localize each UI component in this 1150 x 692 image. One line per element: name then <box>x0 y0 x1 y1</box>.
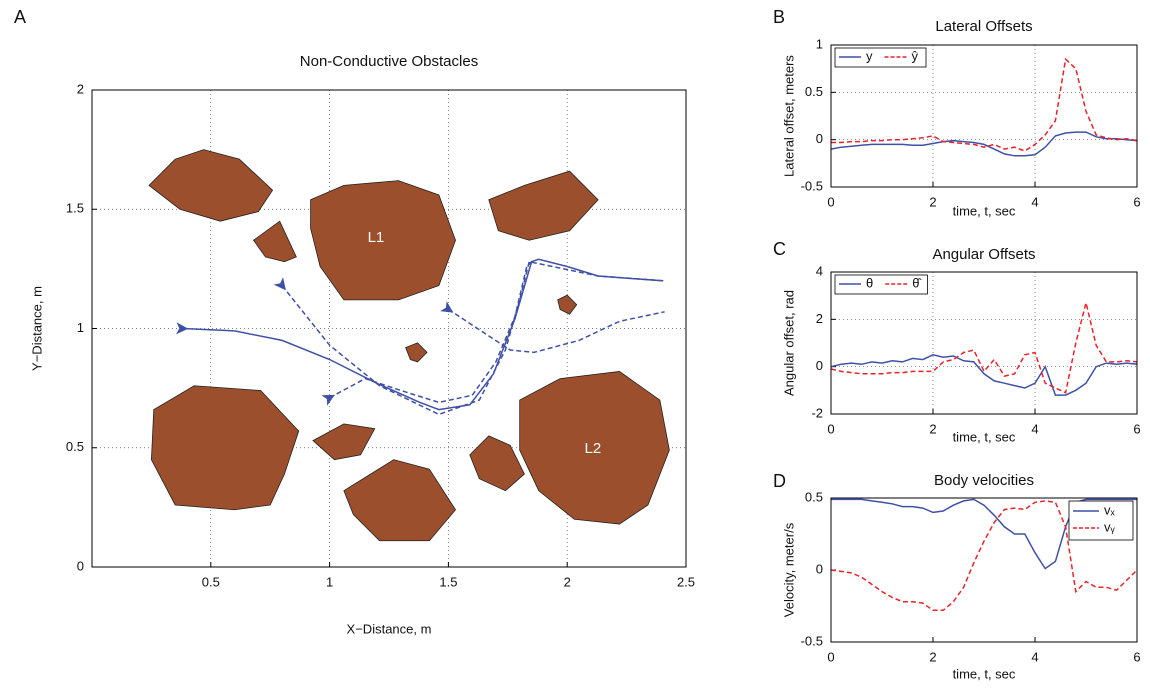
series-line <box>329 258 535 404</box>
legend-label: y <box>866 48 873 63</box>
legend-box <box>834 274 928 295</box>
legend-label: θ̂ <box>912 275 922 290</box>
plot-frame <box>830 44 1138 188</box>
y-axis-label: Lateral offset, meters <box>781 55 796 177</box>
y-tick-label: 4 <box>816 263 823 278</box>
legend-label: vₓ <box>1104 502 1116 517</box>
x-axis-label: time, t, sec <box>953 203 1016 218</box>
x-tick-label: 0.5 <box>202 574 220 589</box>
y-tick-label: 0 <box>816 561 823 576</box>
y-tick-label: 0.5 <box>805 489 823 504</box>
y-tick-label: 2 <box>77 81 84 96</box>
y-tick-label: -0.5 <box>801 633 823 648</box>
obstacle <box>253 220 297 263</box>
x-tick-label: 4 <box>1031 649 1038 664</box>
start-arrow <box>321 394 335 406</box>
series-line <box>830 302 1138 394</box>
y-axis-label: Angular offset, rad <box>781 290 796 396</box>
obstacle-label: L2 <box>585 440 602 457</box>
x-tick-label: 1 <box>326 574 333 589</box>
obstacle <box>405 342 428 363</box>
obstacle <box>519 371 670 525</box>
x-tick-label: 4 <box>1031 194 1038 209</box>
legend-label: ŷ <box>912 48 919 63</box>
x-tick-label: 0 <box>827 421 834 436</box>
series-line <box>831 498 1137 570</box>
x-tick-label: 4 <box>1031 421 1038 436</box>
y-tick-label: 1.5 <box>66 201 84 216</box>
legend-label: vᵧ <box>1104 519 1116 534</box>
y-axis-label: Y−Distance, m <box>29 286 44 371</box>
y-tick-label: 1 <box>77 320 84 335</box>
panel-label: A <box>14 7 26 27</box>
panel-label: C <box>773 239 786 259</box>
y-tick-label: 2 <box>816 311 823 326</box>
x-tick-label: 1.5 <box>439 574 457 589</box>
obstacle <box>310 180 456 301</box>
start-arrow <box>176 322 189 335</box>
x-tick-label: 0 <box>827 649 834 664</box>
legend-box <box>834 47 927 68</box>
x-tick-label: 2 <box>564 574 571 589</box>
plot-frame <box>830 497 1138 643</box>
x-tick-label: 2 <box>929 649 936 664</box>
x-tick-label: 6 <box>1133 421 1140 436</box>
x-axis-label: X−Distance, m <box>347 621 432 636</box>
legend-label: θ <box>866 275 873 290</box>
start-arrow <box>273 277 286 291</box>
y-tick-label: 0 <box>77 558 84 573</box>
plot-frame <box>830 271 1138 415</box>
y-tick-label: -0.5 <box>801 178 823 193</box>
obstacle <box>150 385 300 511</box>
plot-area <box>831 272 1137 414</box>
y-axis-label: Velocity, meter/s <box>781 522 796 617</box>
obstacle <box>343 459 457 542</box>
chart-title: Lateral Offsets <box>935 18 1032 35</box>
y-tick-label: 0 <box>816 131 823 146</box>
x-tick-label: 2.5 <box>677 574 695 589</box>
series-line <box>831 57 1138 152</box>
x-axis-label: time, t, sec <box>953 429 1016 444</box>
series-line <box>447 308 665 354</box>
panel-label: D <box>773 471 786 491</box>
legend-box <box>1068 500 1134 541</box>
y-tick-label: 1 <box>816 36 823 51</box>
y-tick-label: 0 <box>816 358 823 373</box>
chart-title: Non-Conductive Obstacles <box>300 53 478 70</box>
obstacle <box>148 149 274 222</box>
series-line <box>182 258 663 411</box>
chart-title: Angular Offsets <box>932 246 1035 263</box>
obstacle-label: L1 <box>368 229 385 246</box>
obstacle <box>312 423 376 461</box>
x-tick-label: 2 <box>929 194 936 209</box>
series-line <box>830 131 1138 157</box>
series-line <box>830 354 1138 396</box>
y-tick-label: 0.5 <box>66 439 84 454</box>
x-tick-label: 6 <box>1133 194 1140 209</box>
y-tick-label: -2 <box>811 405 823 420</box>
y-tick-label: 0.5 <box>805 84 823 99</box>
series-line <box>830 500 1138 612</box>
obstacle <box>557 294 578 315</box>
obstacle <box>469 435 525 492</box>
x-tick-label: 0 <box>827 194 834 209</box>
plot-area <box>831 45 1137 187</box>
series-line <box>281 260 665 416</box>
panel-label: B <box>773 7 785 27</box>
plot-frame <box>91 89 687 568</box>
chart-title: Body velocities <box>934 472 1034 489</box>
x-axis-label: time, t, sec <box>953 666 1016 681</box>
obstacle <box>488 170 599 241</box>
x-tick-label: 2 <box>929 421 936 436</box>
start-arrow <box>440 301 454 313</box>
x-tick-label: 6 <box>1133 649 1140 664</box>
